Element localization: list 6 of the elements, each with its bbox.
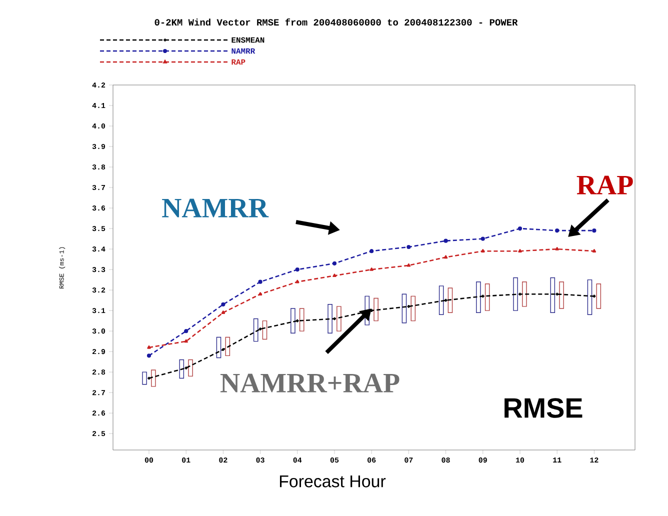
- annotation: NAMRR+RAP: [220, 374, 400, 392]
- x-axis-title: Forecast Hour: [280, 476, 386, 488]
- chart-title: 0-2KM Wind Vector RMSE from 200408060000 to 200408122300 - POWER: [154, 18, 518, 26]
- annotation: RAP: [576, 176, 633, 194]
- annotation: NAMRR: [162, 198, 269, 218]
- annotation: RMSE: [504, 398, 582, 418]
